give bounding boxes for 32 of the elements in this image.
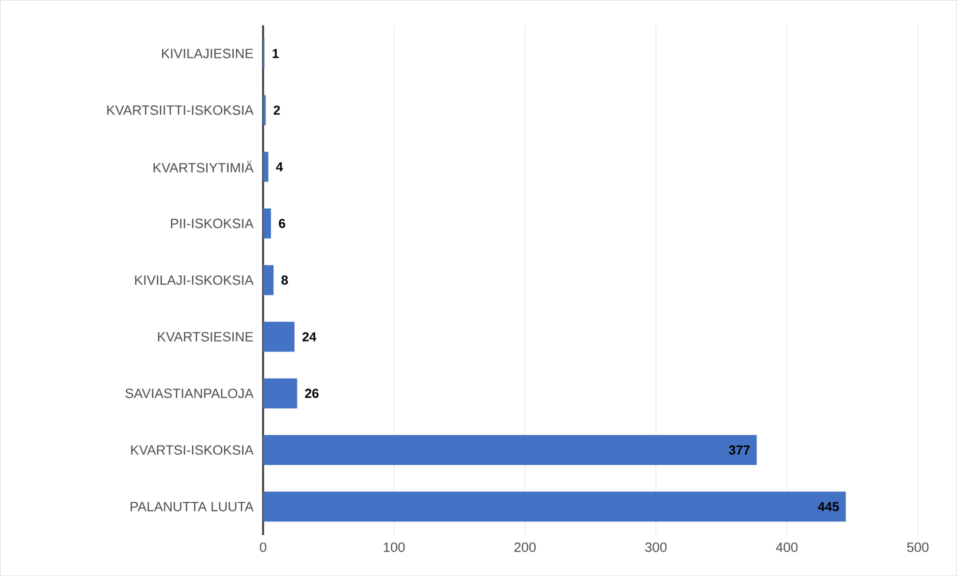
- bar: [263, 265, 274, 295]
- data-label: 4: [276, 162, 283, 172]
- y-tick-label: KIVILAJI-ISKOKSIA: [135, 275, 254, 285]
- data-label: 6: [278, 218, 286, 228]
- x-tick-label: 100: [384, 542, 405, 552]
- bar: [263, 208, 271, 238]
- x-tick-label: 500: [907, 542, 929, 552]
- bar: [263, 322, 295, 352]
- y-tick-label: KIVILAJIESINE: [162, 48, 254, 58]
- x-tick-label: 200: [514, 542, 536, 552]
- y-tick-label: KVARTSIITTI-ISKOKSIA: [107, 105, 254, 115]
- y-tick-label: KVARTSI-ISKOKSIA: [131, 445, 254, 455]
- bar: [263, 434, 757, 465]
- y-tick-label: SAVIASTIANPALOJA: [125, 388, 254, 398]
- data-label: 8: [281, 275, 288, 285]
- data-label: 24: [302, 332, 316, 342]
- data-label: 445: [818, 502, 839, 512]
- data-label: 26: [305, 388, 319, 398]
- bar: [263, 492, 846, 522]
- data-label: 2: [274, 106, 280, 115]
- bar: [263, 152, 268, 182]
- x-tick-label: 400: [776, 542, 798, 552]
- y-tick-label: PII-ISKOKSIA: [171, 218, 254, 228]
- bar: [263, 378, 298, 408]
- y-tick-label: KVARTSIYTIMIÄ: [154, 161, 254, 172]
- y-tick-label: KVARTSIESINE: [158, 332, 254, 342]
- y-tick-label: PALANUTTA LUUTA: [130, 502, 254, 512]
- x-tick-label: 300: [645, 542, 667, 552]
- x-tick-label: 0: [260, 542, 266, 552]
- data-label: 1: [272, 48, 279, 58]
- bar: [263, 95, 266, 126]
- data-label: 377: [728, 445, 750, 455]
